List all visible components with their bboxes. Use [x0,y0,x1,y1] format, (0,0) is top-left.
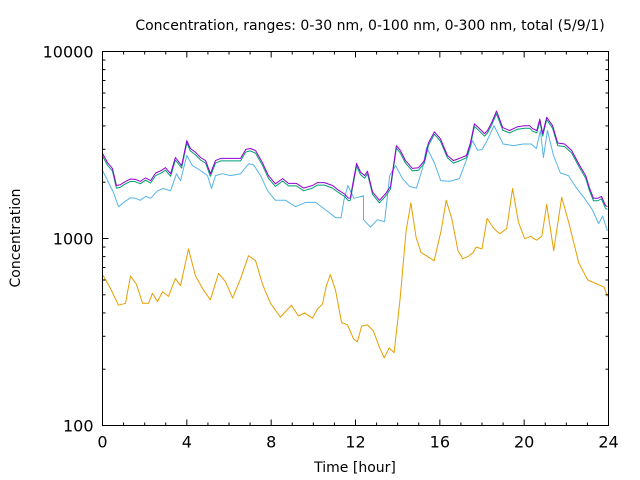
y-tick-labels: 100 1000 10000 [43,43,94,436]
ticks-layer [102,51,609,426]
x-tick-labels: 0 4 8 12 16 20 24 [97,433,618,452]
x-tick-label: 0 [97,433,107,452]
x-tick-label: 24 [598,433,618,452]
series-layer [102,110,608,359]
x-tick-label: 4 [182,433,192,452]
y-tick-label: 100 [63,417,94,436]
y-axis-label: Concentration [8,188,24,287]
x-tick-label: 8 [266,433,276,452]
x-tick-label: 16 [430,433,450,452]
x-axis-label: Time [hour] [313,460,396,476]
x-tick-label: 20 [514,433,534,452]
series-line-0-300-nm [102,113,608,210]
y-tick-label: 10000 [43,43,94,62]
series-line-total [102,110,608,208]
x-tick-label: 12 [345,433,365,452]
y-tick-label: 1000 [53,230,94,249]
chart-title: Concentration, ranges: 0-30 nm, 0-100 nm… [135,18,604,34]
series-line-0-100-nm [102,125,608,231]
series-line-0-30-nm [102,188,608,359]
